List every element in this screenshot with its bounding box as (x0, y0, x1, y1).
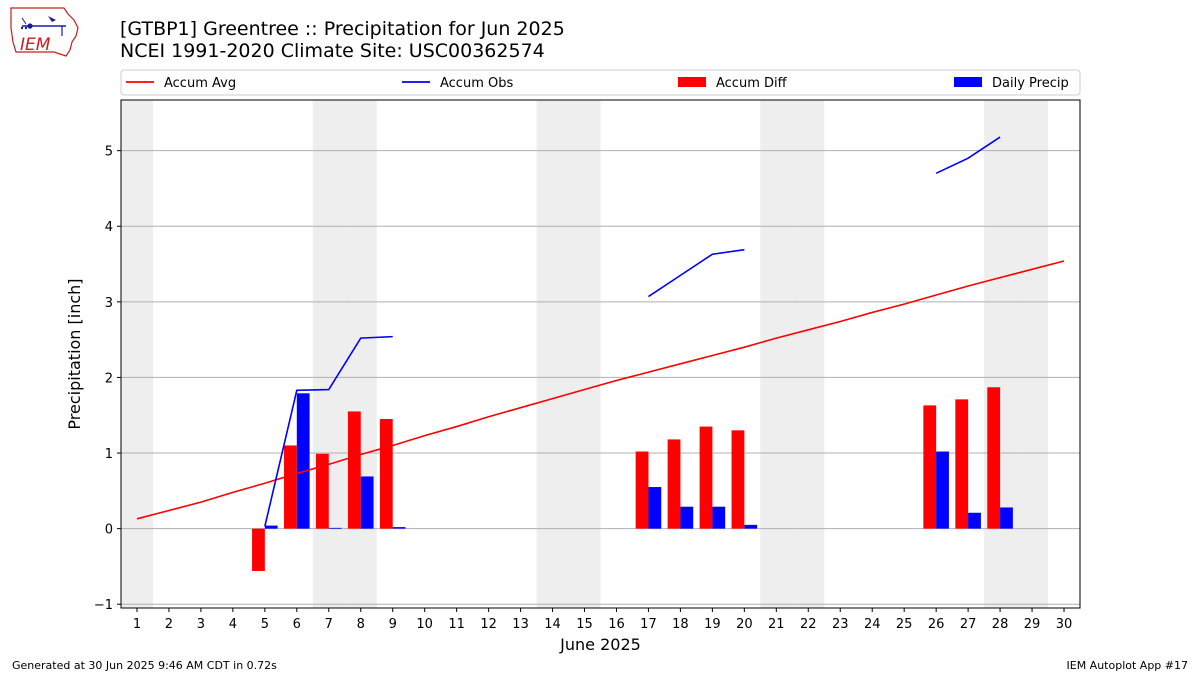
plot-frame (120, 99, 1081, 609)
daily-precip-bar (328, 527, 342, 529)
x-axis-ticks: 1 2 3 4 5 6 7 8 9 10 11 12 13 14 15 16 17 18 19 20 21 22 23 24 2… (133, 608, 1072, 632)
y-tick-label: 2 (105, 371, 113, 386)
x-tick-label: 14 (544, 617, 561, 632)
accum-diff-bar (923, 405, 937, 529)
x-tick-label: 25 (896, 617, 913, 632)
x-tick-label: 8 (357, 617, 365, 632)
y-tick-label: 0 (105, 523, 113, 538)
iem-logo-graphic: IEM (10, 7, 79, 57)
y-tick-label: 5 (105, 145, 113, 160)
accum-avg-line (136, 260, 1065, 520)
legend: Accum Avg Accum Obs Accum Diff Daily Precip (120, 69, 1081, 96)
accum-diff-bar (699, 426, 713, 529)
weekend-band (312, 100, 345, 608)
accum-diff-bar (315, 453, 329, 529)
x-tick-label: 2 (165, 617, 173, 632)
x-tick-label: 11 (448, 617, 465, 632)
y-axis-ticks: −1 0 1 2 3 4 5 (94, 145, 121, 613)
daily-precip-bar (968, 512, 981, 529)
x-tick-label: 3 (197, 617, 205, 632)
x-axis-label: June 2025 (559, 635, 641, 654)
daily-precip-bar (264, 525, 278, 529)
weekend-band (760, 100, 793, 608)
x-tick-label: 16 (608, 617, 625, 632)
x-tick-label: 12 (480, 617, 497, 632)
y-tick-label: 3 (105, 296, 113, 311)
y-axis-label: Precipitation [inch] (65, 278, 84, 429)
weekend-band (536, 100, 569, 608)
accum-obs-line (935, 136, 1001, 175)
daily-precip-bar (1000, 507, 1013, 529)
x-tick-label: 1 (133, 617, 141, 632)
x-tick-label: 7 (325, 617, 333, 632)
x-tick-label: 30 (1056, 617, 1073, 632)
x-tick-label: 5 (261, 617, 269, 632)
chart-title: [GTBP1] Greentree :: Precipitation for J… (120, 18, 565, 40)
legend-label: Accum Avg (164, 76, 236, 91)
legend-bar-swatch (954, 77, 982, 87)
x-tick-label: 23 (832, 617, 849, 632)
line-series (136, 136, 1065, 527)
weekend-band (344, 100, 377, 608)
chart-subtitle: NCEI 1991-2020 Climate Site: USC00362574 (120, 40, 545, 62)
legend-bar-swatch (678, 77, 706, 87)
iem-logo: IEM (8, 6, 80, 58)
accum-obs-line (648, 248, 745, 298)
bar-series (252, 387, 1013, 571)
x-tick-label: 9 (389, 617, 397, 632)
x-tick-label: 27 (960, 617, 977, 632)
y-tick-label: 1 (105, 447, 113, 462)
legend-label: Daily Precip (992, 76, 1069, 91)
accum-diff-bar (379, 419, 393, 529)
accum-diff-bar (731, 430, 745, 529)
x-tick-label: 29 (1024, 617, 1041, 632)
x-tick-label: 6 (293, 617, 301, 632)
x-tick-label: 4 (229, 617, 237, 632)
daily-precip-bar (680, 506, 694, 529)
daily-precip-bar (648, 487, 662, 529)
accum-diff-bar (347, 411, 361, 529)
legend-label: Accum Obs (440, 76, 513, 91)
x-tick-label: 20 (736, 617, 753, 632)
accum-obs-line (264, 335, 393, 527)
y-tick-label: −1 (94, 598, 113, 613)
x-tick-label: 10 (416, 617, 433, 632)
footer-app-id: IEM Autoplot App #17 (1066, 659, 1189, 672)
x-tick-label: 15 (576, 617, 593, 632)
legend-label: Accum Diff (716, 76, 788, 91)
daily-precip-bar (744, 524, 758, 529)
x-tick-label: 17 (640, 617, 657, 632)
accum-diff-bar (252, 528, 265, 571)
x-tick-label: 19 (704, 617, 721, 632)
accum-diff-bar (955, 399, 969, 529)
x-tick-label: 22 (800, 617, 817, 632)
accum-diff-bar (284, 445, 297, 529)
y-tick-label: 4 (105, 220, 113, 235)
weekend-band (792, 100, 825, 608)
x-tick-label: 28 (992, 617, 1009, 632)
accum-diff-bar (635, 451, 649, 529)
x-tick-label: 26 (928, 617, 945, 632)
daily-precip-bar (936, 451, 949, 529)
daily-precip-bar (712, 506, 726, 529)
x-tick-label: 18 (672, 617, 689, 632)
daily-precip-bar (360, 476, 374, 529)
footer-generated: Generated at 30 Jun 2025 9:46 AM CDT in … (12, 659, 277, 672)
daily-precip-bar (296, 393, 310, 529)
x-tick-label: 24 (864, 617, 881, 632)
grid-lines (121, 150, 1080, 605)
accum-diff-bar (667, 439, 681, 529)
accum-diff-bar (987, 387, 1001, 529)
legend-box (120, 69, 1081, 96)
weekend-shading (121, 100, 1049, 608)
logo-text: IEM (20, 35, 51, 55)
weekend-band (1016, 100, 1049, 608)
x-tick-label: 13 (512, 617, 529, 632)
daily-precip-bar (392, 527, 406, 529)
weekend-band (121, 100, 153, 608)
x-tick-label: 21 (768, 617, 785, 632)
weekend-band (568, 100, 601, 608)
weekend-band (984, 100, 1017, 608)
